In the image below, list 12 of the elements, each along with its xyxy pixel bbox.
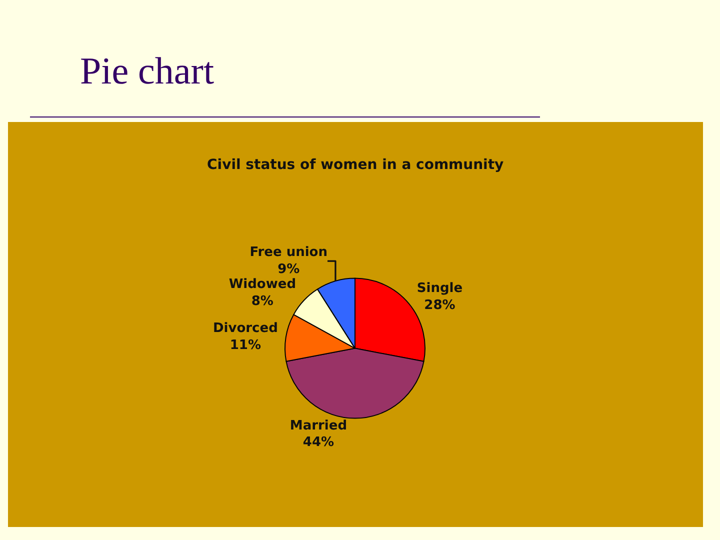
- data-label: 11%: [230, 338, 261, 353]
- chart-subtitle: Civil status of women in a community: [207, 157, 504, 173]
- data-label: 44%: [302, 435, 334, 450]
- slice-label: Single: [416, 281, 463, 296]
- slice-label: Free union: [250, 245, 328, 260]
- slice-label: Widowed: [228, 276, 296, 292]
- slice-label: Married: [290, 418, 348, 434]
- data-label: 9%: [278, 262, 300, 277]
- data-label: 28%: [424, 298, 456, 314]
- chart-title: Pie chart: [80, 50, 214, 92]
- data-label: 8%: [251, 294, 274, 309]
- slice-label: Divorced: [212, 321, 278, 336]
